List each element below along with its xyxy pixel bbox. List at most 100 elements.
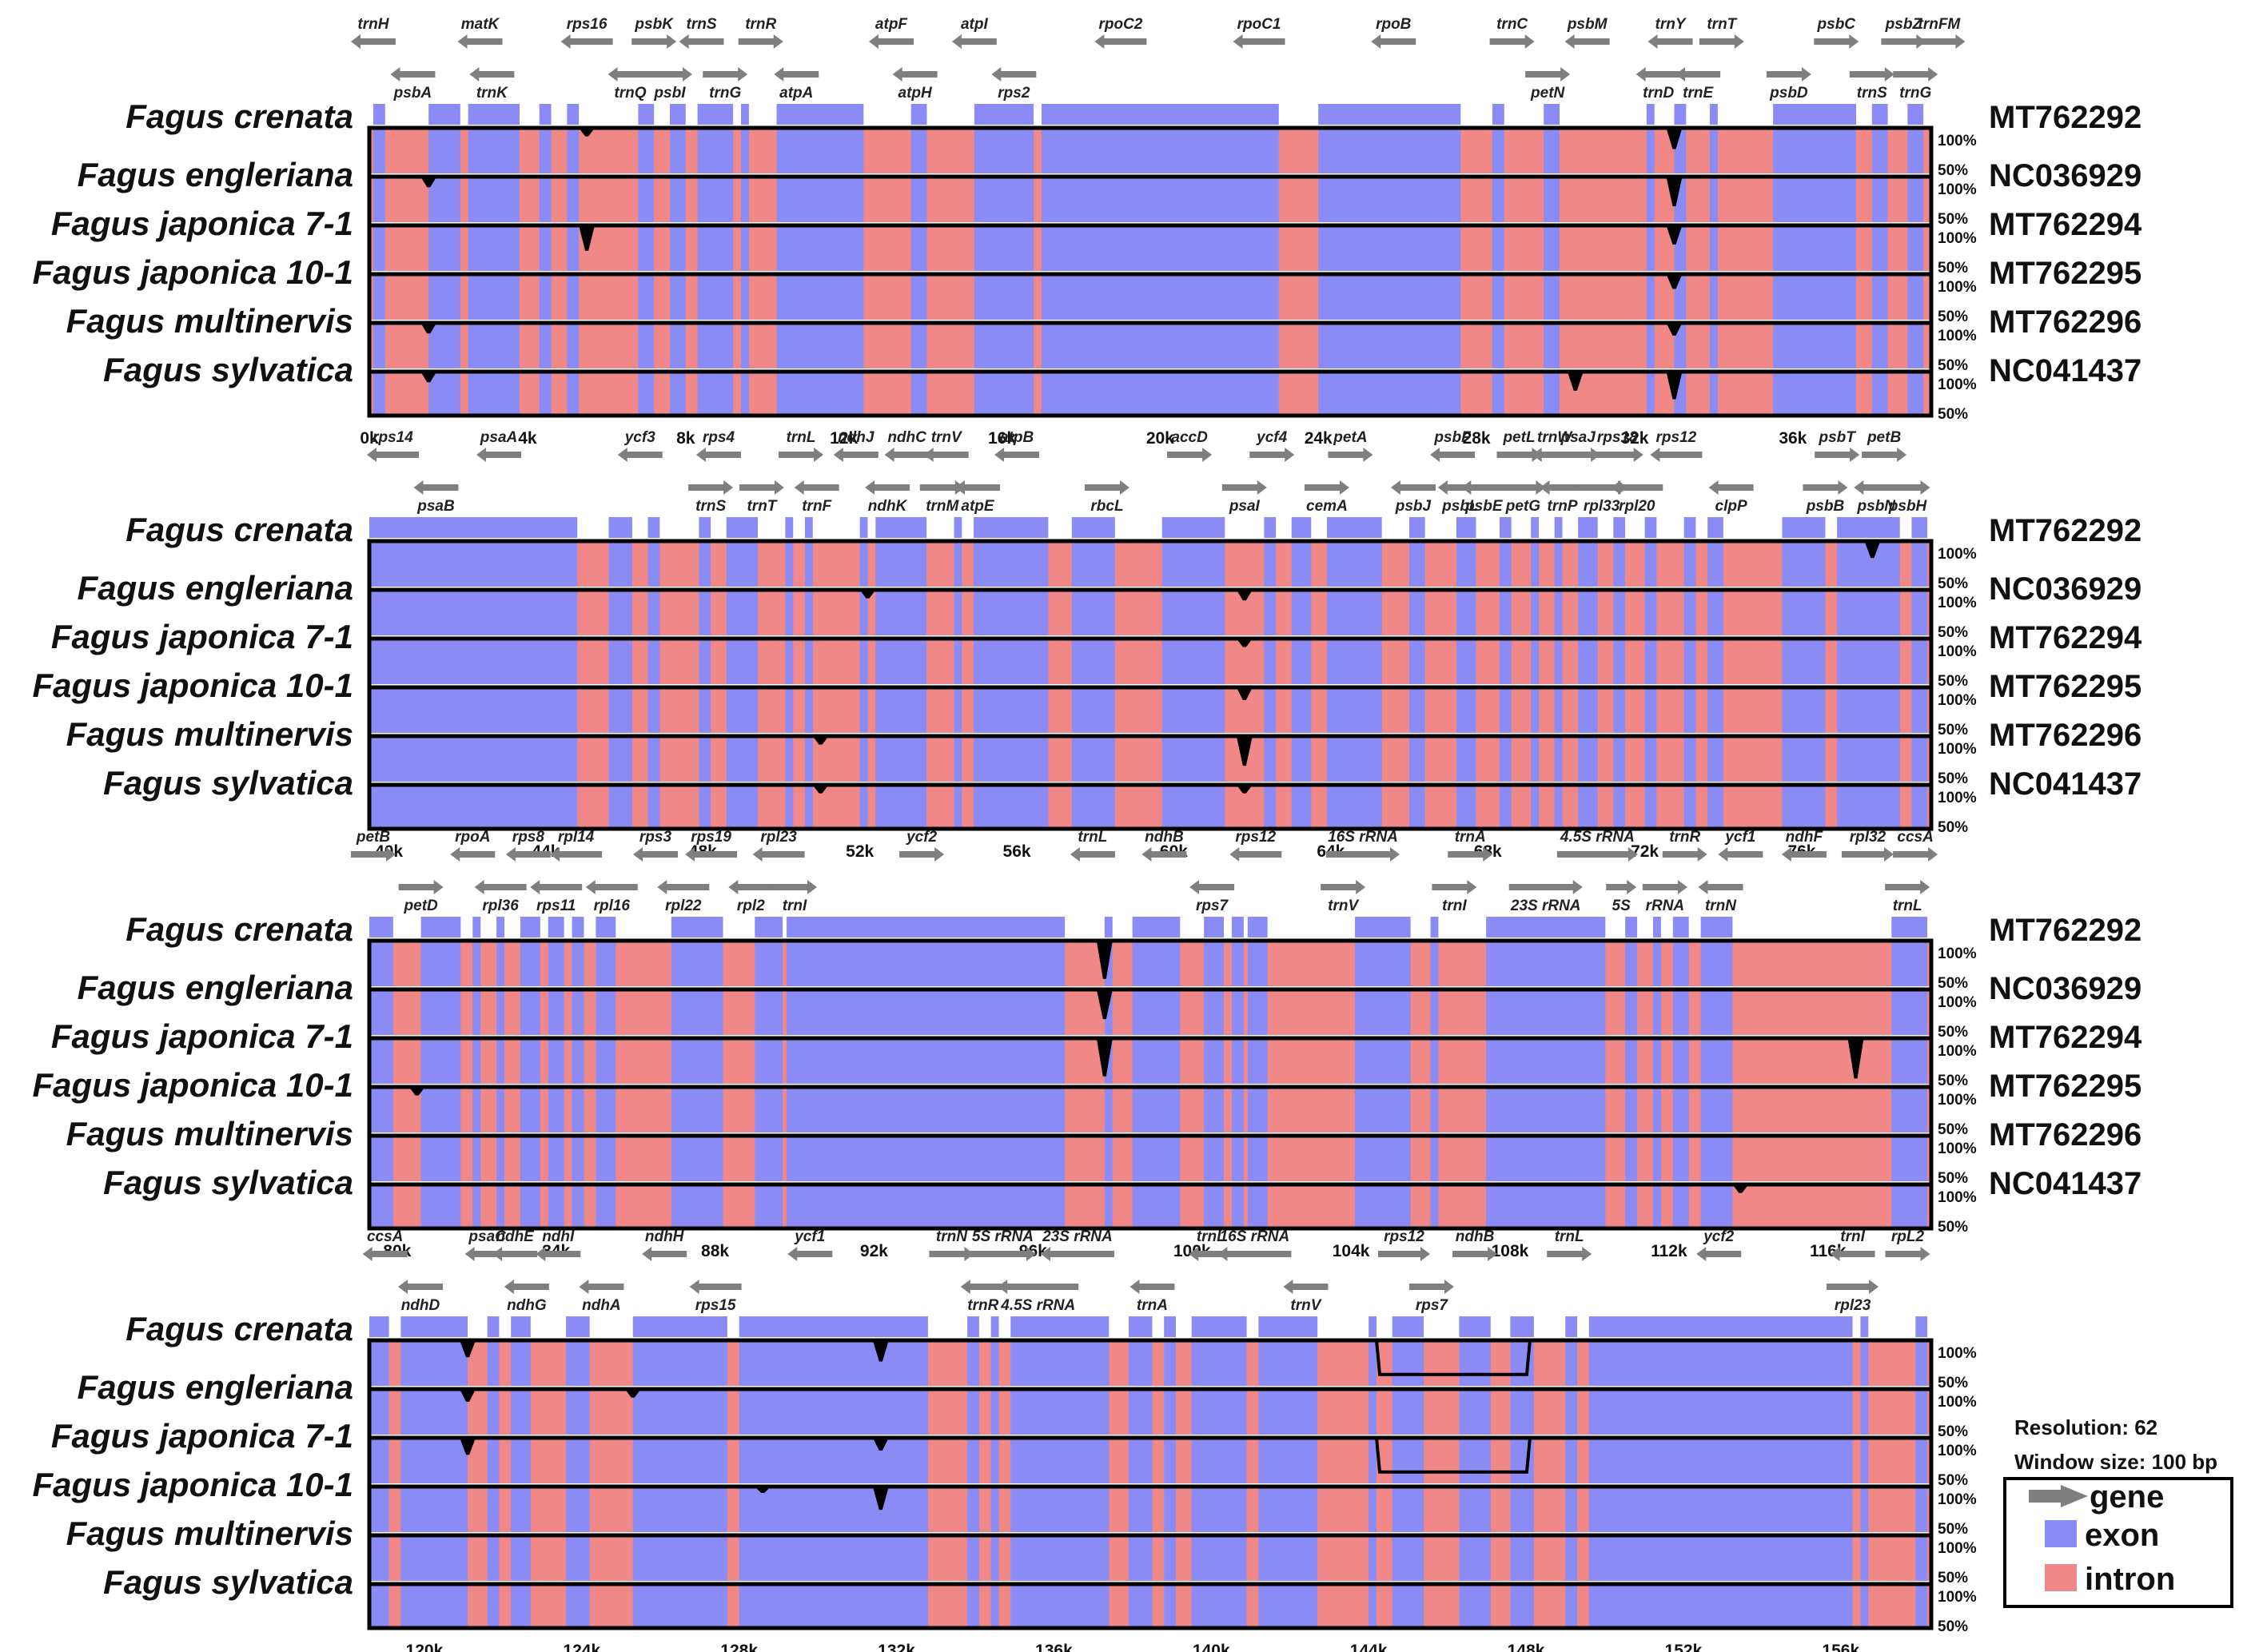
track-exon-band	[420, 1038, 461, 1084]
gene-label-top: trnI	[1840, 1228, 1865, 1245]
gene-label-top: rpl14	[558, 829, 595, 846]
gene-arrow-icon	[1556, 847, 1638, 862]
gene-arrow-icon	[679, 34, 724, 49]
track-exon-band	[1588, 1438, 1853, 1483]
track-exon-band	[1492, 225, 1504, 271]
ref-exon-block	[1204, 917, 1224, 937]
gene-label-bottom: trnT	[747, 498, 777, 515]
track-exon-band	[1492, 177, 1504, 222]
track-exon-band	[967, 1438, 979, 1483]
track-exon-band	[1456, 736, 1476, 782]
track-exon-band	[1492, 128, 1504, 173]
gene-arrow-icon	[1371, 34, 1416, 49]
track-exon-band	[1911, 639, 1928, 684]
track-exon-band	[859, 687, 868, 733]
gene-arrow-icon	[833, 448, 878, 462]
track-exon-band	[638, 225, 655, 271]
track-exon-band	[875, 785, 927, 830]
track-exon-band	[1644, 639, 1657, 684]
gene-label-top: accD	[1171, 429, 1208, 446]
axis-tick-label: 120k	[406, 1642, 444, 1652]
track-exon-band	[1683, 639, 1696, 684]
track-exon-band	[699, 687, 711, 733]
track-exon-band	[1486, 941, 1606, 986]
track-exon-band	[1646, 372, 1655, 417]
track-exon-band	[638, 323, 655, 368]
ref-exon-block	[1355, 917, 1411, 937]
track-exon-band	[647, 541, 660, 587]
gene-arrow-icon	[1611, 480, 1663, 495]
track-exon-band	[1837, 785, 1900, 830]
gene-arrow-icon	[1130, 1280, 1175, 1294]
track-exon-band	[1625, 1038, 1638, 1084]
track-exon-band	[1554, 687, 1563, 733]
ref-exon-block	[755, 917, 783, 937]
gene-arrow-icon	[1576, 480, 1628, 495]
ref-exon-block	[548, 917, 564, 937]
gene-arrow-icon	[689, 1280, 742, 1294]
track-exon-band	[1291, 687, 1312, 733]
track-exon-band	[1499, 785, 1512, 830]
track-exon-band	[1644, 785, 1657, 830]
track-exon-band	[567, 128, 580, 173]
axis-tick-label: 28k	[1463, 429, 1491, 448]
gene-label-bottom: psbN	[1857, 498, 1897, 515]
track-exon-band	[785, 541, 794, 587]
ref-exon-block	[1499, 517, 1512, 538]
pct-100-label: 100%	[1938, 1491, 1977, 1508]
track-exon-band	[1782, 639, 1826, 684]
track-exon-band	[954, 687, 962, 733]
track-exon-band	[1104, 1184, 1113, 1230]
track-exon-band	[1709, 177, 1718, 222]
gene-arrow-icon	[865, 480, 910, 495]
track-exon-band	[1326, 736, 1382, 782]
track-exon-band	[1041, 128, 1279, 173]
track-exon-band	[1041, 225, 1279, 271]
track-exon-band	[1161, 687, 1225, 733]
track-exon-band	[647, 687, 660, 733]
gene-arrow-icon	[1070, 847, 1115, 862]
pct-50-label: 50%	[1938, 1170, 1968, 1187]
gene-arrow-icon	[695, 448, 741, 462]
ref-exon-block	[776, 104, 864, 125]
ref-exon-block	[1010, 1316, 1110, 1337]
axis-tick-label: 56k	[1003, 842, 1031, 861]
species-name: Fagus engleriana	[78, 1368, 353, 1406]
gene-arrow-icon	[1564, 34, 1610, 49]
gene-label-bottom: rps7	[1416, 1297, 1449, 1314]
gene-label-top: trnT	[1707, 16, 1737, 33]
pct-50-label: 50%	[1938, 1423, 1968, 1440]
track-exon-band	[776, 128, 864, 173]
track-exon-band	[566, 1438, 590, 1483]
species-name: Fagus japonica 10-1	[33, 667, 353, 704]
ref-exon-block	[638, 104, 655, 125]
track-exon-band	[487, 1389, 500, 1435]
track-exon-band	[539, 177, 552, 222]
pct-50-label: 50%	[1938, 309, 1968, 325]
legend-exon-label: exon	[2085, 1518, 2159, 1553]
track-exon-band	[739, 1389, 928, 1435]
track-exon-band	[472, 1136, 481, 1181]
ref-exon-block	[1672, 917, 1689, 937]
track-exon-band	[472, 1087, 481, 1133]
track-exon-band	[548, 1184, 564, 1230]
track-exon-band	[1871, 128, 1888, 173]
pct-100-label: 100%	[1938, 133, 1977, 149]
track-exon-band	[1625, 941, 1638, 986]
track-exon-band	[910, 323, 927, 368]
track-exon-band	[632, 1389, 727, 1435]
gene-label-bottom: rpl20	[1619, 498, 1655, 515]
identity-dip	[872, 1438, 889, 1451]
track-exon-band	[776, 177, 864, 222]
pct-100-label: 100%	[1938, 328, 1977, 344]
track-exon-band	[566, 1340, 590, 1386]
gene-label-bottom: rRNA	[1646, 898, 1685, 914]
gene-arrow-icon	[657, 880, 710, 894]
gene-label-top: trnA	[1455, 829, 1486, 846]
track-exon-band	[755, 941, 783, 986]
gene-arrow-icon	[560, 34, 613, 49]
gene-label-bottom: trnK	[476, 85, 508, 102]
track-exon-band	[608, 736, 632, 782]
track-exon-band	[369, 590, 578, 635]
gene-arrow-icon	[1606, 880, 1637, 894]
